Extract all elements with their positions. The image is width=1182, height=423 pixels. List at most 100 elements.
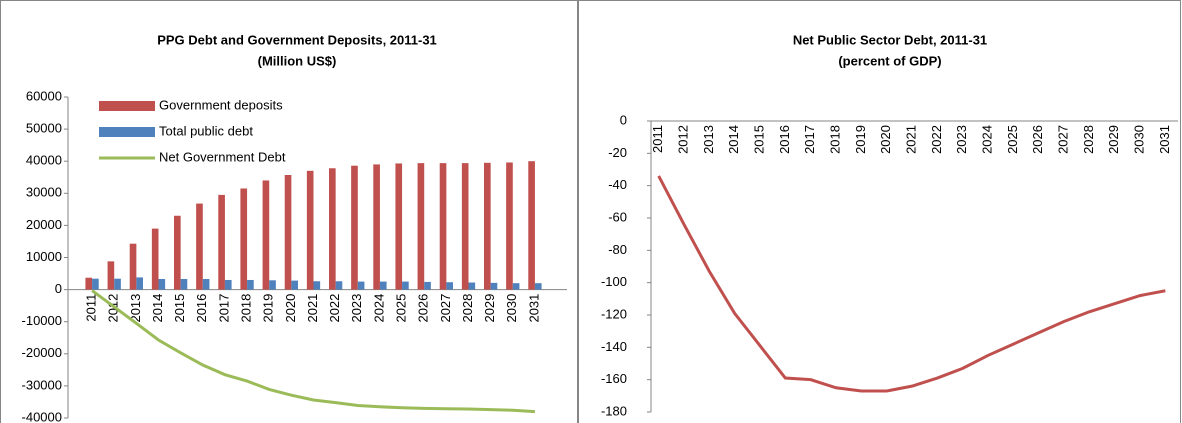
bar <box>269 280 276 290</box>
bar <box>136 277 143 290</box>
x-tick-label: 2025 <box>394 294 409 323</box>
bar <box>490 282 498 290</box>
bar <box>329 168 336 290</box>
x-tick-label: 2028 <box>1081 125 1096 154</box>
bar <box>468 282 476 290</box>
bar <box>484 162 491 290</box>
legend-label: Government deposits <box>159 97 283 112</box>
bar <box>528 161 535 290</box>
bar <box>446 282 453 290</box>
y-tick-label: 30000 <box>26 185 62 200</box>
bar <box>284 175 292 290</box>
legend-label: Net Government Debt <box>159 149 286 164</box>
bar <box>107 261 115 290</box>
x-tick-label: 2027 <box>1055 125 1070 154</box>
x-tick-label: 2011 <box>84 294 99 322</box>
bar <box>395 163 403 290</box>
x-tick-label: 2022 <box>929 125 944 154</box>
x-tick-label: 2031 <box>1157 125 1172 154</box>
x-tick-label: 2021 <box>903 125 918 154</box>
bar <box>202 279 210 290</box>
x-tick-label: 2016 <box>194 294 209 323</box>
bar <box>373 164 380 290</box>
y-tick-label: 10000 <box>26 249 62 264</box>
bar <box>180 279 188 290</box>
x-tick-label: 2018 <box>239 294 254 323</box>
bar <box>417 163 425 290</box>
y-tick-label: 40000 <box>26 153 62 168</box>
x-tick-label: 2012 <box>675 125 690 154</box>
y-tick-label: -140 <box>601 339 627 354</box>
y-tick-label: 0 <box>620 112 627 127</box>
bar <box>357 281 365 290</box>
x-tick-label: 2027 <box>438 294 453 323</box>
x-tick-label: 2029 <box>482 294 497 323</box>
bar <box>196 203 203 290</box>
bar <box>114 278 121 290</box>
bar <box>85 277 93 290</box>
panel-border <box>578 0 1181 423</box>
x-tick-label: 2012 <box>106 294 121 323</box>
bar <box>262 180 270 290</box>
legend-swatch <box>99 101 155 111</box>
x-tick-label: 2021 <box>305 294 320 323</box>
bar <box>92 278 99 290</box>
y-tick-label: -20000 <box>22 345 62 360</box>
x-tick-label: 2028 <box>460 294 475 323</box>
bar <box>335 281 343 290</box>
y-tick-label: -40000 <box>22 409 62 423</box>
bar <box>218 194 225 290</box>
legend-label: Total public debt <box>159 123 253 138</box>
x-tick-label: 2023 <box>954 125 969 154</box>
y-tick-label: -40 <box>608 177 627 192</box>
bar <box>424 281 431 290</box>
bar <box>351 165 358 290</box>
y-tick-label: -20 <box>608 145 627 160</box>
x-tick-label: 2019 <box>853 125 868 154</box>
x-tick-label: 2014 <box>150 294 165 323</box>
x-tick-label: 2023 <box>349 294 364 323</box>
x-tick-label: 2030 <box>504 294 519 323</box>
x-tick-label: 2020 <box>878 125 893 154</box>
y-tick-label: 60000 <box>26 88 62 103</box>
x-tick-label: 2013 <box>701 125 716 154</box>
x-tick-label: 2015 <box>751 125 766 154</box>
chart-subtitle: (Million US$) <box>258 53 337 68</box>
y-tick-label: 0 <box>55 281 62 296</box>
bar <box>534 283 542 290</box>
x-tick-label: 2022 <box>327 294 342 323</box>
x-tick-label: 2019 <box>261 294 276 323</box>
x-tick-label: 2017 <box>216 294 231 323</box>
bar <box>224 279 232 290</box>
bar <box>512 283 520 290</box>
chart-title: PPG Debt and Government Deposits, 2011-3… <box>157 32 437 47</box>
data-line <box>91 289 536 414</box>
bar <box>439 163 447 290</box>
panel-border <box>0 0 578 423</box>
bar <box>291 280 298 290</box>
bar <box>313 281 321 290</box>
x-tick-label: 2016 <box>777 125 792 154</box>
y-tick-label: 20000 <box>26 217 62 232</box>
x-tick-label: 2013 <box>128 294 143 323</box>
legend-swatch <box>99 127 155 137</box>
bar <box>402 281 409 290</box>
bar <box>129 243 137 290</box>
y-tick-label: -30000 <box>22 377 62 392</box>
x-tick-label: 2031 <box>526 294 541 323</box>
bar <box>506 162 513 290</box>
x-tick-label: 2024 <box>979 125 994 154</box>
x-tick-label: 2026 <box>416 294 431 323</box>
bar <box>379 281 387 290</box>
x-tick-label: 2024 <box>371 294 386 323</box>
x-tick-label: 2014 <box>726 125 741 154</box>
y-tick-label: 50000 <box>26 121 62 136</box>
x-tick-label: 2018 <box>827 125 842 154</box>
x-tick-label: 2017 <box>802 125 817 154</box>
bar <box>174 215 181 290</box>
bar <box>240 188 248 290</box>
x-tick-label: 2015 <box>172 294 187 323</box>
x-tick-label: 2030 <box>1131 125 1146 154</box>
bar <box>247 279 254 290</box>
